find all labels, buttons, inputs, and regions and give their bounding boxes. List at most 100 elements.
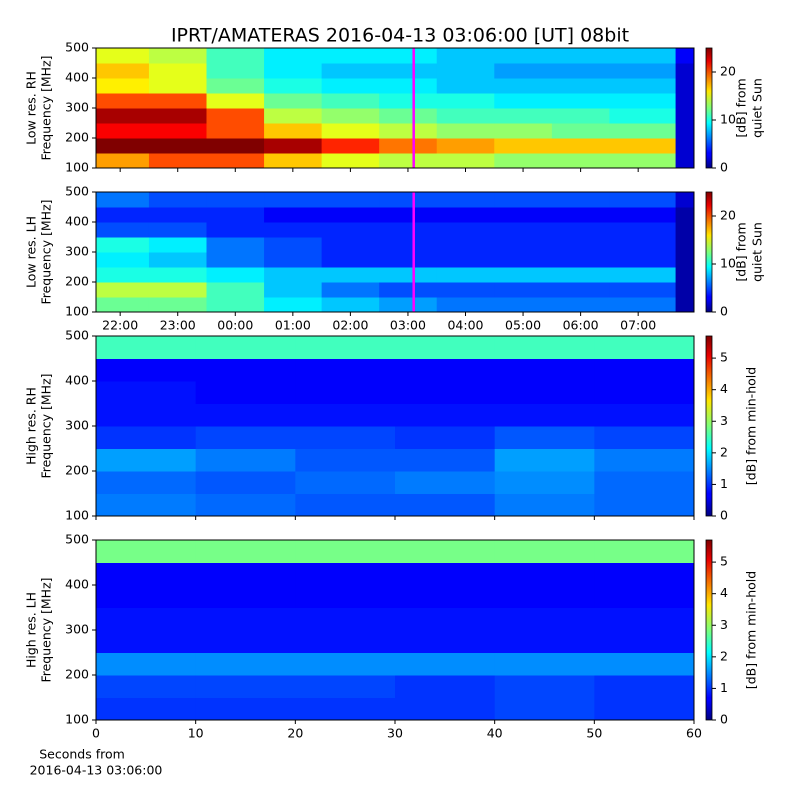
heatmap-cell — [206, 207, 265, 223]
heatmap-cell — [379, 78, 438, 94]
colorbar-tick-label: 4 — [720, 381, 728, 396]
heatmap-cell — [295, 381, 396, 404]
heatmap-cell — [609, 93, 677, 109]
heatmap-cell — [96, 108, 150, 124]
heatmap-cell — [264, 297, 323, 313]
heatmap-cell — [96, 493, 197, 517]
heatmap-cell — [551, 63, 610, 79]
heatmap-cell — [264, 153, 323, 169]
heatmap-cell — [436, 153, 495, 169]
heatmap-cell — [195, 540, 296, 563]
heatmap-cell — [551, 282, 610, 298]
heatmap-cell — [551, 237, 610, 253]
heatmap-cell — [675, 222, 695, 238]
x-axis-label: Seconds from — [39, 747, 125, 762]
colorbar-tick-label: 4 — [720, 585, 728, 600]
heatmap-cell — [494, 237, 553, 253]
figure-title: IPRT/AMATERAS 2016-04-13 03:06:00 [UT] 0… — [171, 25, 629, 47]
heatmap-cell — [321, 138, 380, 154]
heatmap-cell — [295, 403, 396, 427]
heatmap-cell — [436, 108, 495, 124]
heatmap-cell — [321, 192, 380, 208]
heatmap-cell — [675, 108, 695, 124]
heatmap-cell — [96, 607, 197, 631]
heatmap-cell — [96, 540, 197, 563]
y-tick-label: 400 — [65, 214, 89, 229]
heatmap-cell — [551, 123, 610, 139]
heatmap-cell — [594, 607, 695, 631]
heatmap-cell — [609, 252, 677, 268]
y-axis-label: Low res. LH — [24, 216, 39, 288]
heatmap-cell — [551, 138, 610, 154]
heatmap-cell — [96, 358, 197, 382]
heatmap-cell — [594, 585, 695, 608]
heatmap-cell — [96, 267, 150, 283]
heatmap-cell — [609, 237, 677, 253]
heatmap-cell — [494, 403, 595, 427]
heatmap-cell — [195, 585, 296, 608]
heatmap-cell — [379, 237, 438, 253]
heatmap-cell — [264, 282, 323, 298]
heatmap-cell — [594, 381, 695, 404]
y-tick-label: 200 — [65, 130, 89, 145]
heatmap-cell — [321, 48, 380, 64]
heatmap-cell — [551, 93, 610, 109]
heatmap-cell — [494, 267, 553, 283]
heatmap-cell — [206, 222, 265, 238]
heatmap-cell — [494, 252, 553, 268]
heatmap-cell — [395, 426, 496, 449]
heatmap-cell — [494, 540, 595, 563]
heatmap-cell — [206, 237, 265, 253]
y-axis-label: Frequency [MHz] — [39, 373, 54, 478]
heatmap-cell — [395, 471, 496, 494]
heatmap-cell — [264, 252, 323, 268]
heatmap-cell — [195, 562, 296, 586]
heatmap-cell — [436, 282, 495, 298]
heatmap-cell — [379, 63, 438, 79]
heatmap-cell — [195, 675, 296, 698]
heatmap-cell — [206, 153, 265, 169]
colorbar-tick-label: 5 — [720, 350, 728, 365]
heatmap-cell — [148, 282, 208, 298]
heatmap-cell — [436, 78, 495, 94]
heatmap-cell — [494, 448, 595, 472]
heatmap-cell — [494, 381, 595, 404]
heatmap-cell — [195, 448, 296, 472]
y-axis-label: High res. RH — [24, 387, 39, 465]
heatmap-cell — [96, 585, 197, 608]
colorbar-tick-label: 0 — [720, 508, 728, 523]
y-tick-label: 100 — [65, 160, 89, 175]
y-tick-label: 100 — [65, 304, 89, 319]
heatmap-cell — [96, 562, 197, 586]
heatmap-cell — [96, 282, 150, 298]
heatmap-cell — [295, 426, 396, 449]
y-tick-label: 100 — [65, 508, 89, 523]
heatmap-cell — [148, 153, 208, 169]
heatmap-cell — [295, 675, 396, 698]
heatmap-cell — [379, 207, 438, 223]
heatmap-cell — [96, 675, 197, 698]
heatmap-cell — [594, 358, 695, 382]
heatmap-cell — [195, 493, 296, 517]
x-tick-label: 60 — [686, 726, 702, 741]
heatmap-cell — [395, 585, 496, 608]
heatmap-cell — [436, 93, 495, 109]
heatmap-cell — [206, 108, 265, 124]
heatmap-cell — [395, 336, 496, 359]
y-tick-label: 400 — [65, 70, 89, 85]
heatmap-cell — [148, 138, 208, 154]
heatmap-cell — [494, 426, 595, 449]
heatmap-cell — [96, 207, 150, 223]
x-tick-label: 22:00 — [102, 318, 138, 333]
heatmap-cell — [395, 448, 496, 472]
heatmap-cell — [494, 630, 595, 653]
colorbar-tick-label: 5 — [720, 554, 728, 569]
heatmap-cell — [206, 93, 265, 109]
colorbar-label: quiet Sun — [750, 222, 765, 282]
heatmap-cell — [551, 207, 610, 223]
heatmap-cell — [675, 297, 695, 313]
heatmap-cell — [675, 207, 695, 223]
heatmap-cell — [264, 78, 323, 94]
heatmap-cell — [321, 297, 380, 313]
heatmap-cell — [148, 252, 208, 268]
